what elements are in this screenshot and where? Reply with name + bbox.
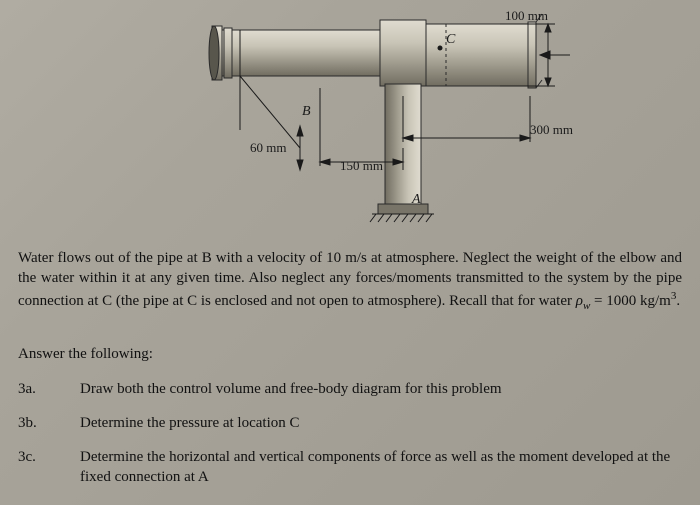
label-a: A [412,192,421,208]
q3c-text: Determine the horizontal and vertical co… [80,448,682,487]
q3b-text: Determine the pressure at location C [80,414,682,434]
dim-left: 60 mm [250,140,286,156]
q3c-label: 3c. [18,448,80,487]
pipe-diagram: 100 mm 60 mm 150 mm 300 mm B C A [0,0,700,230]
q3a-text: Draw both the control volume and free-bo… [80,380,682,400]
question-3c: 3c. Determine the horizontal and vertica… [18,448,682,487]
dim-right: 300 mm [530,122,573,138]
question-3a: 3a. Draw both the control volume and fre… [18,380,682,400]
dim-bottom: 150 mm [340,158,383,174]
dim-top: 100 mm [505,8,548,24]
rho: ρ [576,293,583,309]
answer-heading: Answer the following: [18,346,153,363]
label-b: B [302,104,311,120]
q3a-label: 3a. [18,380,80,400]
pipe-svg [0,0,700,230]
para-vel: 10 m/s [326,250,367,266]
question-3b: 3b. Determine the pressure at location C [18,414,682,434]
para-pre: Water flows out of the pipe at B with a … [18,250,326,266]
q3b-label: 3b. [18,414,80,434]
para-eq: = 1000 kg/m [590,293,671,309]
label-c: C [446,32,455,48]
problem-statement: Water flows out of the pipe at B with a … [18,248,682,313]
para-end: . [676,293,680,309]
